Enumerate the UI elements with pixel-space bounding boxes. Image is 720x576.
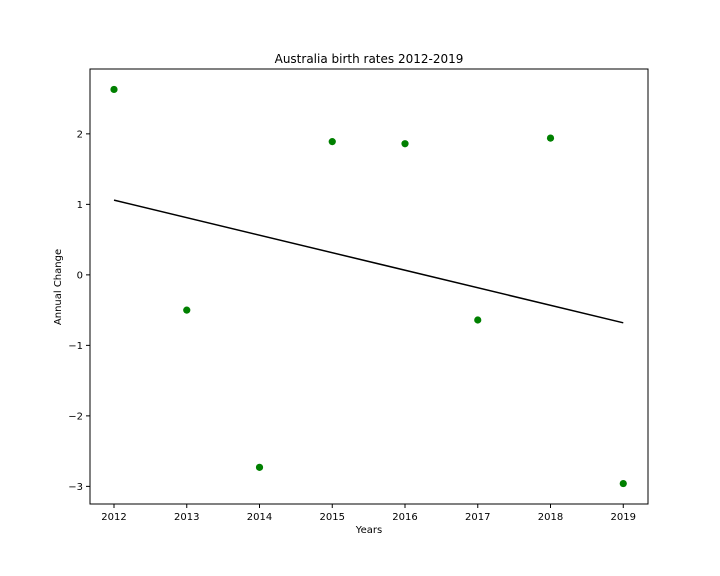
x-tick-label: 2012 [101, 512, 126, 523]
x-tick-label: 2013 [174, 512, 199, 523]
x-tick-label: 2018 [538, 512, 563, 523]
x-axis-label: Years [355, 525, 382, 536]
y-tick-label: 1 [77, 200, 83, 211]
y-tick-label: −3 [68, 482, 83, 493]
data-point [183, 306, 191, 314]
x-tick-label: 2014 [247, 512, 272, 523]
axes-frame [89, 68, 649, 505]
data-point [255, 463, 264, 471]
y-tick-label: 2 [77, 129, 83, 140]
chart-title: Australia birth rates 2012-2019 [275, 52, 464, 66]
data-point [328, 138, 336, 146]
x-tick-label: 2017 [465, 512, 490, 523]
data-point [619, 479, 627, 488]
x-tick-label: 2019 [611, 512, 636, 523]
y-tick-label: 0 [77, 270, 83, 281]
data-point [110, 85, 118, 94]
x-tick-label: 2015 [320, 512, 345, 523]
y-tick-label: −2 [68, 411, 83, 422]
data-point [546, 134, 555, 142]
y-tick-label: −1 [68, 341, 83, 352]
x-tick-label: 2016 [392, 512, 417, 523]
data-point [474, 316, 482, 324]
data-point [401, 140, 409, 148]
plot-area: 2012 2013 2014 2015 2016 2017 2018 2019 −3 −2 −1 0 1… [68, 68, 649, 523]
y-axis-label: Annual Change [53, 249, 64, 325]
trend-line [113, 199, 624, 324]
